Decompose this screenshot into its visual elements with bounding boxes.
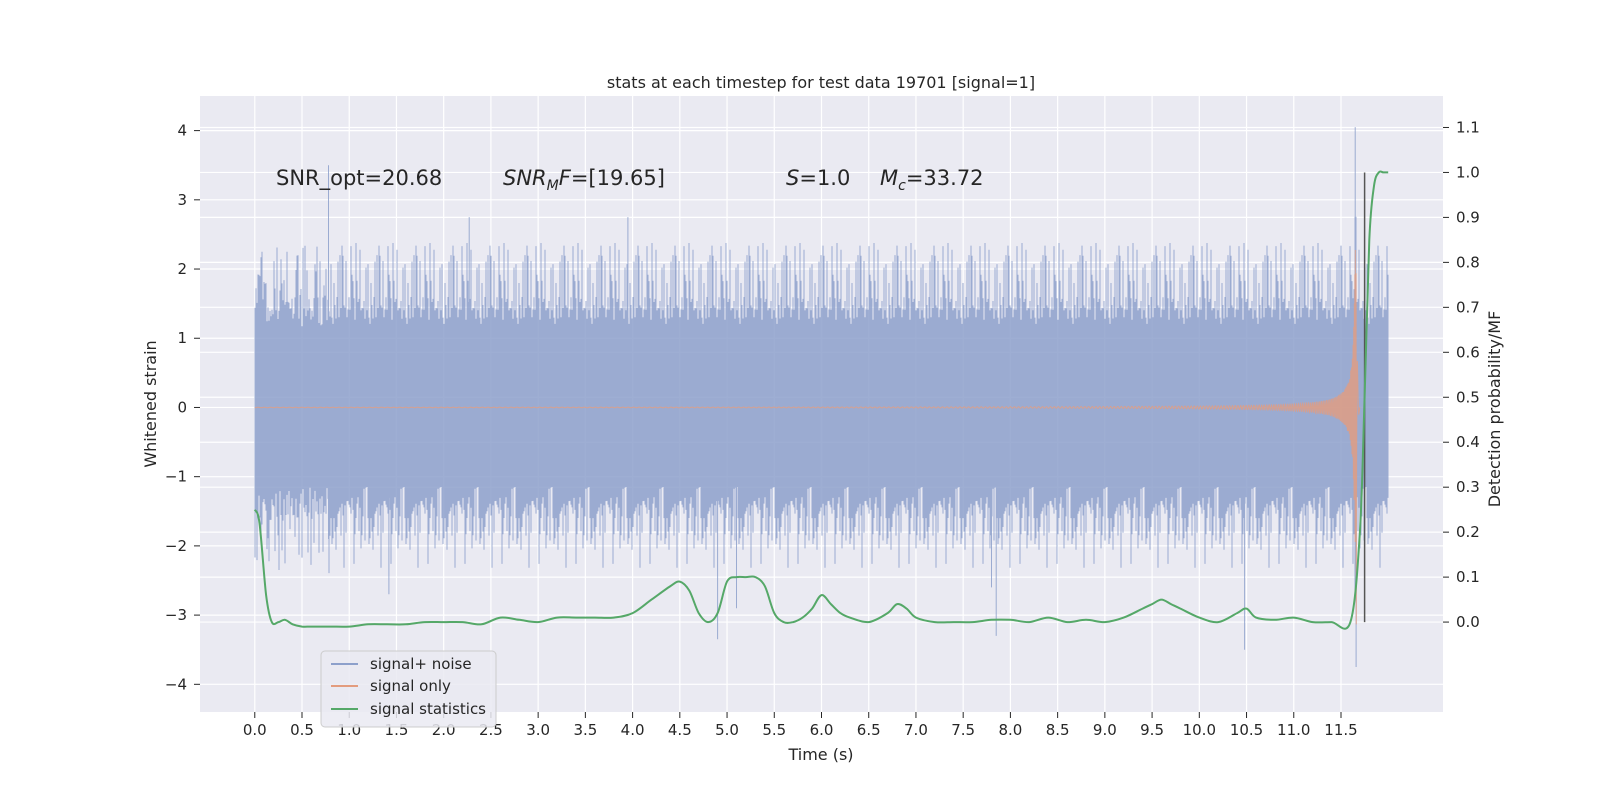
y-right-axis-ticks: 1.1 1.0 0.9 0.8 0.7 0.6 0.5 0.4 0.3 0.2 0.1 0.0 xyxy=(1443,118,1480,631)
y-left-tick-label: 2 xyxy=(177,260,187,278)
x-tick-label: 3.0 xyxy=(526,721,550,739)
x-tick-label: 4.5 xyxy=(668,721,692,739)
y-right-tick-label: 0.7 xyxy=(1456,298,1480,316)
data-series xyxy=(253,127,1389,667)
y-right-tick-label: 0.3 xyxy=(1456,478,1480,496)
y-right-tick-label: 0.8 xyxy=(1456,253,1480,271)
y-left-tick-label: −3 xyxy=(165,606,187,624)
x-tick-label: 5.5 xyxy=(762,721,786,739)
x-tick-label: 5.0 xyxy=(715,721,739,739)
x-tick-label: 11.5 xyxy=(1324,721,1357,739)
x-tick-label: 11.0 xyxy=(1277,721,1310,739)
signal-only-line xyxy=(254,249,1361,625)
y-left-tick-label: −1 xyxy=(165,468,187,486)
y-left-axis-ticks: 4 3 2 1 0 −1 −2 −3 −4 xyxy=(165,122,200,693)
x-tick-label: 4.0 xyxy=(621,721,645,739)
y-left-tick-label: 1 xyxy=(177,329,187,347)
y-right-tick-label: 1.1 xyxy=(1456,118,1480,136)
y-right-tick-label: 0.2 xyxy=(1456,523,1480,541)
y-left-axis-label: Whitened strain xyxy=(141,340,160,467)
x-tick-label: 7.5 xyxy=(951,721,975,739)
x-tick-label: 0.0 xyxy=(243,721,267,739)
y-right-tick-label: 0.1 xyxy=(1456,568,1480,586)
mc-annotation: Mc=33.72 xyxy=(880,166,984,194)
snr-opt-annotation: SNR_opt=20.68 xyxy=(276,166,442,191)
legend-label-signal: signal only xyxy=(370,677,451,695)
y-right-tick-label: 0.4 xyxy=(1456,433,1480,451)
y-right-tick-label: 0.5 xyxy=(1456,388,1480,406)
x-tick-label: 8.5 xyxy=(1046,721,1070,739)
y-left-tick-label: 3 xyxy=(177,191,187,209)
signal-noise-line xyxy=(254,127,1389,667)
y-left-tick-label: −2 xyxy=(165,537,187,555)
y-left-tick-label: 4 xyxy=(177,122,187,140)
y-right-axis-label: Detection probability/MF xyxy=(1485,311,1504,508)
y-right-tick-label: 0.0 xyxy=(1456,613,1480,631)
legend-label-statistics: signal statistics xyxy=(370,700,486,718)
x-tick-label: 10.0 xyxy=(1183,721,1216,739)
x-tick-label: 10.5 xyxy=(1230,721,1263,739)
snr-mf-annotation: SNRMF=[19.65] xyxy=(503,166,665,194)
chart-title: stats at each timestep for test data 197… xyxy=(607,73,1035,92)
x-tick-label: 3.5 xyxy=(573,721,597,739)
x-tick-label: 7.0 xyxy=(904,721,928,739)
y-right-tick-label: 1.0 xyxy=(1456,163,1480,181)
y-right-tick-label: 0.9 xyxy=(1456,208,1480,226)
x-tick-label: 6.5 xyxy=(857,721,881,739)
x-tick-label: 9.0 xyxy=(1093,721,1117,739)
x-tick-label: 6.0 xyxy=(810,721,834,739)
s-annotation: S=1.0 xyxy=(786,166,850,190)
legend: signal+ noise signal only signal statist… xyxy=(320,650,497,728)
x-axis-ticks: 0.0 0.5 1.0 1.5 2.0 2.5 3.0 3.5 4.0 4.5 5.0 5.5 6.0 6… xyxy=(243,712,1358,739)
y-left-tick-label: 0 xyxy=(177,398,187,416)
x-tick-label: 0.5 xyxy=(290,721,314,739)
signal-statistics-line xyxy=(253,170,1389,630)
x-axis-label: Time (s) xyxy=(787,745,853,764)
x-tick-label: 9.5 xyxy=(1140,721,1164,739)
y-right-tick-label: 0.6 xyxy=(1456,343,1480,361)
y-left-tick-label: −4 xyxy=(165,675,187,693)
legend-box xyxy=(320,650,497,728)
legend-label-noise: signal+ noise xyxy=(370,655,472,673)
x-tick-label: 8.0 xyxy=(998,721,1022,739)
